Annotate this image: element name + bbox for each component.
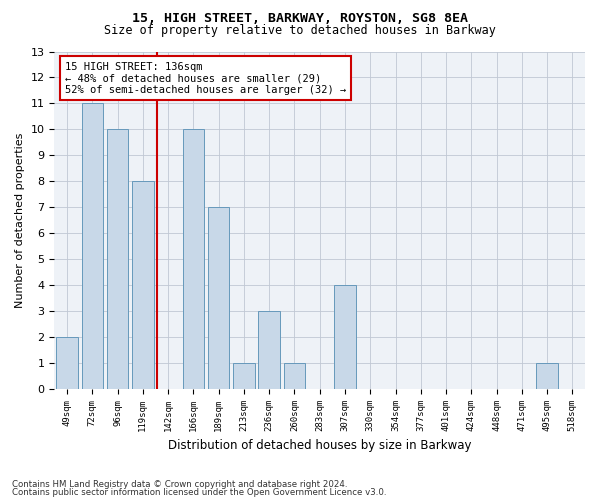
Bar	[132, 182, 154, 389]
Bar	[82, 104, 103, 389]
Text: 15, HIGH STREET, BARKWAY, ROYSTON, SG8 8EA: 15, HIGH STREET, BARKWAY, ROYSTON, SG8 8…	[132, 12, 468, 26]
Bar	[208, 208, 229, 389]
Bar	[334, 286, 356, 389]
Text: Size of property relative to detached houses in Barkway: Size of property relative to detached ho…	[104, 24, 496, 37]
Bar	[233, 363, 254, 389]
Text: 15 HIGH STREET: 136sqm
← 48% of detached houses are smaller (29)
52% of semi-det: 15 HIGH STREET: 136sqm ← 48% of detached…	[65, 62, 346, 95]
X-axis label: Distribution of detached houses by size in Barkway: Distribution of detached houses by size …	[168, 440, 472, 452]
Text: Contains public sector information licensed under the Open Government Licence v3: Contains public sector information licen…	[12, 488, 386, 497]
Bar	[259, 312, 280, 389]
Bar	[107, 130, 128, 389]
Bar	[56, 337, 78, 389]
Y-axis label: Number of detached properties: Number of detached properties	[15, 132, 25, 308]
Bar	[536, 363, 558, 389]
Text: Contains HM Land Registry data © Crown copyright and database right 2024.: Contains HM Land Registry data © Crown c…	[12, 480, 347, 489]
Bar	[284, 363, 305, 389]
Bar	[182, 130, 204, 389]
